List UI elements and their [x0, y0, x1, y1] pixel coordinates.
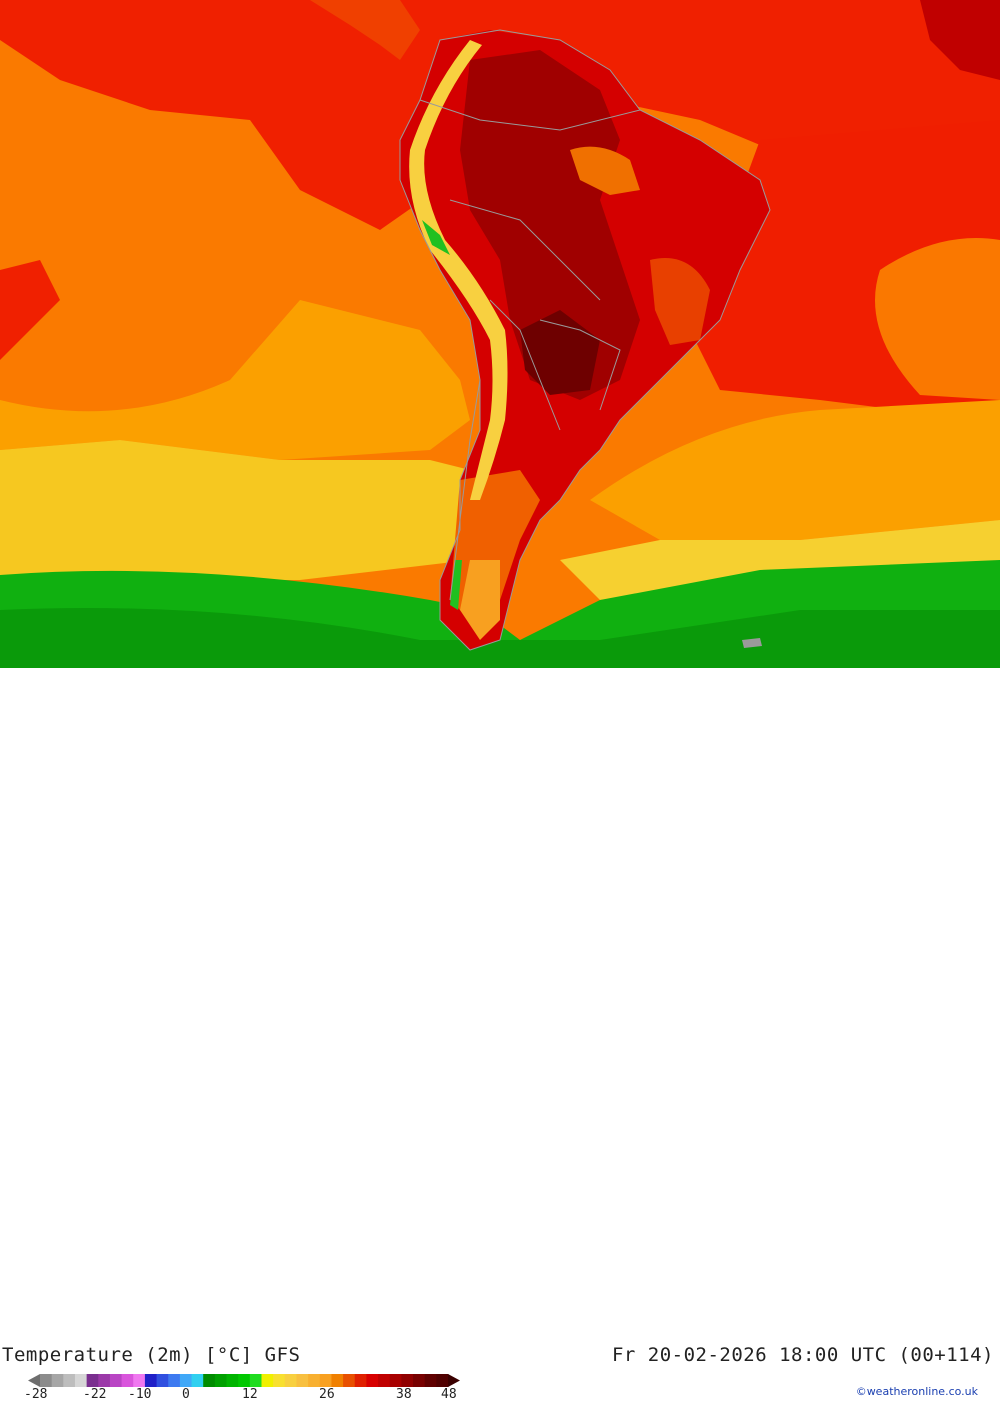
legend-swatch [203, 1374, 216, 1387]
legend-swatch [133, 1374, 146, 1387]
credit-link[interactable]: ©weatheronline.co.uk [855, 1385, 978, 1398]
legend-swatch [51, 1374, 64, 1387]
border-line [489, 299, 561, 431]
legend-swatch [179, 1374, 193, 1387]
legend-swatch [156, 1374, 169, 1387]
legend-swatch [413, 1374, 426, 1387]
andes-strip [409, 40, 508, 500]
brazil-east-warm [650, 258, 710, 345]
legend-swatch [40, 1374, 53, 1387]
hot-core [460, 50, 640, 400]
legend-swatch [308, 1374, 321, 1387]
legend-swatch [238, 1374, 251, 1387]
legend-swatch [261, 1374, 274, 1387]
legend-swatch [436, 1374, 449, 1387]
legend-tick-label: 48 [441, 1387, 457, 1402]
legend-swatch [284, 1374, 297, 1387]
legend-swatch [249, 1374, 262, 1387]
legend-swatch [354, 1374, 367, 1387]
legend-tick-label: 12 [242, 1387, 258, 1402]
map-title: Temperature (2m) [°C] GFS [2, 1344, 301, 1366]
legend-swatch [98, 1374, 111, 1387]
legend-ticks: -28 -22 -10 0 12 26 38 48 [0, 1387, 480, 1402]
border-line [419, 99, 641, 131]
legend-swatch [144, 1374, 158, 1387]
legend-swatch [109, 1374, 123, 1387]
border-line [539, 319, 621, 411]
cool-ocean-east [875, 238, 1000, 400]
legend-swatch [191, 1374, 204, 1387]
border-line [399, 29, 771, 651]
patagonia-cool [460, 560, 500, 640]
legend-swatch [343, 1374, 356, 1387]
legend-swatch [121, 1374, 134, 1387]
legend-swatch [378, 1374, 391, 1387]
yellow-band-east [560, 520, 1000, 600]
legend-tick-label: -28 [24, 1387, 48, 1402]
legend-swatch [63, 1374, 76, 1387]
legend-swatch [226, 1374, 239, 1387]
color-legend [28, 1374, 460, 1387]
yellow-band [0, 440, 470, 580]
legend-tick-label: 0 [182, 1387, 190, 1402]
map-footer: Temperature (2m) [°C] GFS Fr 20-02-2026 … [0, 668, 1000, 1402]
legend-swatch [74, 1374, 88, 1387]
legend-tick-label: -10 [128, 1387, 152, 1402]
border-line [449, 199, 601, 301]
legend-swatch [319, 1374, 332, 1387]
legend-swatch [401, 1374, 414, 1387]
legend-swatch [331, 1374, 344, 1387]
green-band-deep [0, 608, 1000, 668]
valid-time: Fr 20-02-2026 18:00 UTC (00+114) [611, 1344, 994, 1366]
warm-highlands [570, 146, 640, 195]
falkland-islands [742, 638, 762, 648]
legend-swatch [366, 1374, 379, 1387]
legend-arrow-right [448, 1374, 460, 1387]
legend-swatch [389, 1374, 402, 1387]
andes-green [422, 220, 450, 255]
legend-tick-label: 38 [396, 1387, 412, 1402]
legend-tick-label: -22 [83, 1387, 107, 1402]
north-america-corner [920, 0, 1000, 80]
mid-band-east [590, 400, 1000, 540]
legend-tick-label: 26 [319, 1387, 335, 1402]
legend-swatch [273, 1374, 286, 1387]
legend-swatch [296, 1374, 309, 1387]
hottest-core [520, 310, 600, 395]
tropical-zone-west [0, 260, 60, 360]
legend-swatch [86, 1374, 99, 1387]
temperature-map[interactable] [0, 0, 1000, 668]
legend-swatch [214, 1374, 228, 1387]
legend-arrow-left [28, 1374, 40, 1387]
legend-swatch [168, 1374, 181, 1387]
central-america [310, 0, 420, 60]
legend-swatch [424, 1374, 437, 1387]
border-line [449, 379, 481, 601]
andes-green-south [450, 560, 462, 610]
mid-band-west [0, 300, 470, 460]
